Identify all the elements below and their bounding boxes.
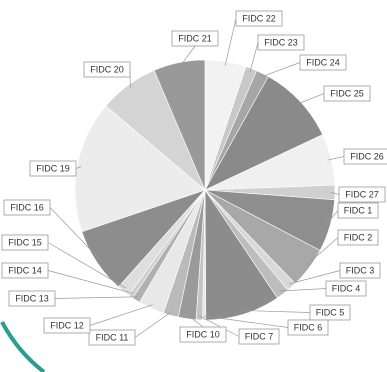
leader-line xyxy=(327,156,345,161)
leader-line xyxy=(54,296,139,299)
leader-line xyxy=(75,166,82,169)
leader-line xyxy=(296,93,325,105)
slice-label-box xyxy=(1,234,49,251)
decorative-teal-arc xyxy=(0,321,46,372)
slice-label: FIDC 4 xyxy=(332,284,361,294)
leader-line xyxy=(47,270,133,294)
slice-label: FIDC 20 xyxy=(90,65,124,75)
slice-label: FIDC 24 xyxy=(306,58,340,68)
slice-label: FIDC 5 xyxy=(316,308,345,318)
slice-label-box xyxy=(88,329,136,346)
slice-label: FIDC 12 xyxy=(50,321,84,331)
slice-labels: FIDC 22 FIDC 23 FIDC 24 FIDC 25 FIDC 26 FIDC … xyxy=(1,10,387,346)
slice-label-box xyxy=(235,10,283,27)
slice-label-box xyxy=(287,319,329,336)
slice-label-box xyxy=(338,186,386,203)
slice-label-box xyxy=(325,280,367,297)
slice-label-box xyxy=(43,317,91,334)
leader-line xyxy=(242,310,311,313)
leader-line xyxy=(288,270,341,285)
slice-label: FIDC 13 xyxy=(15,294,49,304)
slice-label: FIDC 1 xyxy=(344,206,373,216)
slice-label-box xyxy=(337,229,379,246)
slice-label-box xyxy=(83,61,131,78)
slice-label: FIDC 15 xyxy=(8,238,42,248)
slice-label: FIDC 19 xyxy=(36,164,70,174)
slice-label-box xyxy=(179,326,227,343)
leader-line xyxy=(280,288,327,292)
slice-label-box xyxy=(1,262,49,279)
leader-line xyxy=(249,42,259,73)
slice-label: FIDC 14 xyxy=(8,266,42,276)
slice-label: FIDC 26 xyxy=(350,152,384,162)
leader-line xyxy=(187,314,204,328)
label-leaders xyxy=(47,18,345,338)
leader-line xyxy=(179,45,196,67)
slice-label: FIDC 21 xyxy=(178,34,212,44)
leader-line xyxy=(49,207,101,260)
slice-label-box xyxy=(343,148,387,165)
slice-label: FIDC 7 xyxy=(245,332,274,342)
leader-line xyxy=(89,304,153,326)
pie-slice-fidc-19 xyxy=(74,105,206,233)
slice-label: FIDC 23 xyxy=(264,38,298,48)
pie-slices xyxy=(74,59,336,321)
slice-label: FIDC 11 xyxy=(96,333,129,343)
leader-line xyxy=(134,311,172,338)
slice-label-box xyxy=(309,304,351,321)
slice-label: FIDC 10 xyxy=(186,330,220,340)
pie-slice-fidc-21 xyxy=(153,59,206,191)
slice-label-box xyxy=(339,262,381,279)
slice-label-box xyxy=(29,160,77,177)
slice-label: FIDC 6 xyxy=(294,323,323,333)
slice-label-box xyxy=(337,202,379,219)
slice-label-box xyxy=(238,328,280,345)
slice-label-box xyxy=(3,199,51,216)
slice-label: FIDC 3 xyxy=(346,266,375,276)
leader-line xyxy=(330,192,340,195)
slice-label: FIDC 16 xyxy=(10,203,44,213)
slice-label-box xyxy=(257,34,305,51)
slice-label-box xyxy=(171,30,219,47)
pie-slice-fidc-25 xyxy=(204,76,324,191)
slice-label-box xyxy=(299,54,347,71)
slice-label: FIDC 27 xyxy=(345,190,379,200)
leader-line xyxy=(260,62,301,78)
leader-line xyxy=(224,18,237,66)
slice-label: FIDC 22 xyxy=(242,14,276,24)
leader-line xyxy=(325,210,339,225)
slice-label-box xyxy=(8,290,56,307)
leader-line xyxy=(305,237,339,266)
leader-line xyxy=(47,242,127,289)
slice-label-box xyxy=(323,85,371,102)
slice-label: FIDC 25 xyxy=(330,89,364,99)
leader-line xyxy=(204,315,289,328)
slice-label: FIDC 2 xyxy=(344,233,373,243)
leader-line xyxy=(199,315,240,337)
